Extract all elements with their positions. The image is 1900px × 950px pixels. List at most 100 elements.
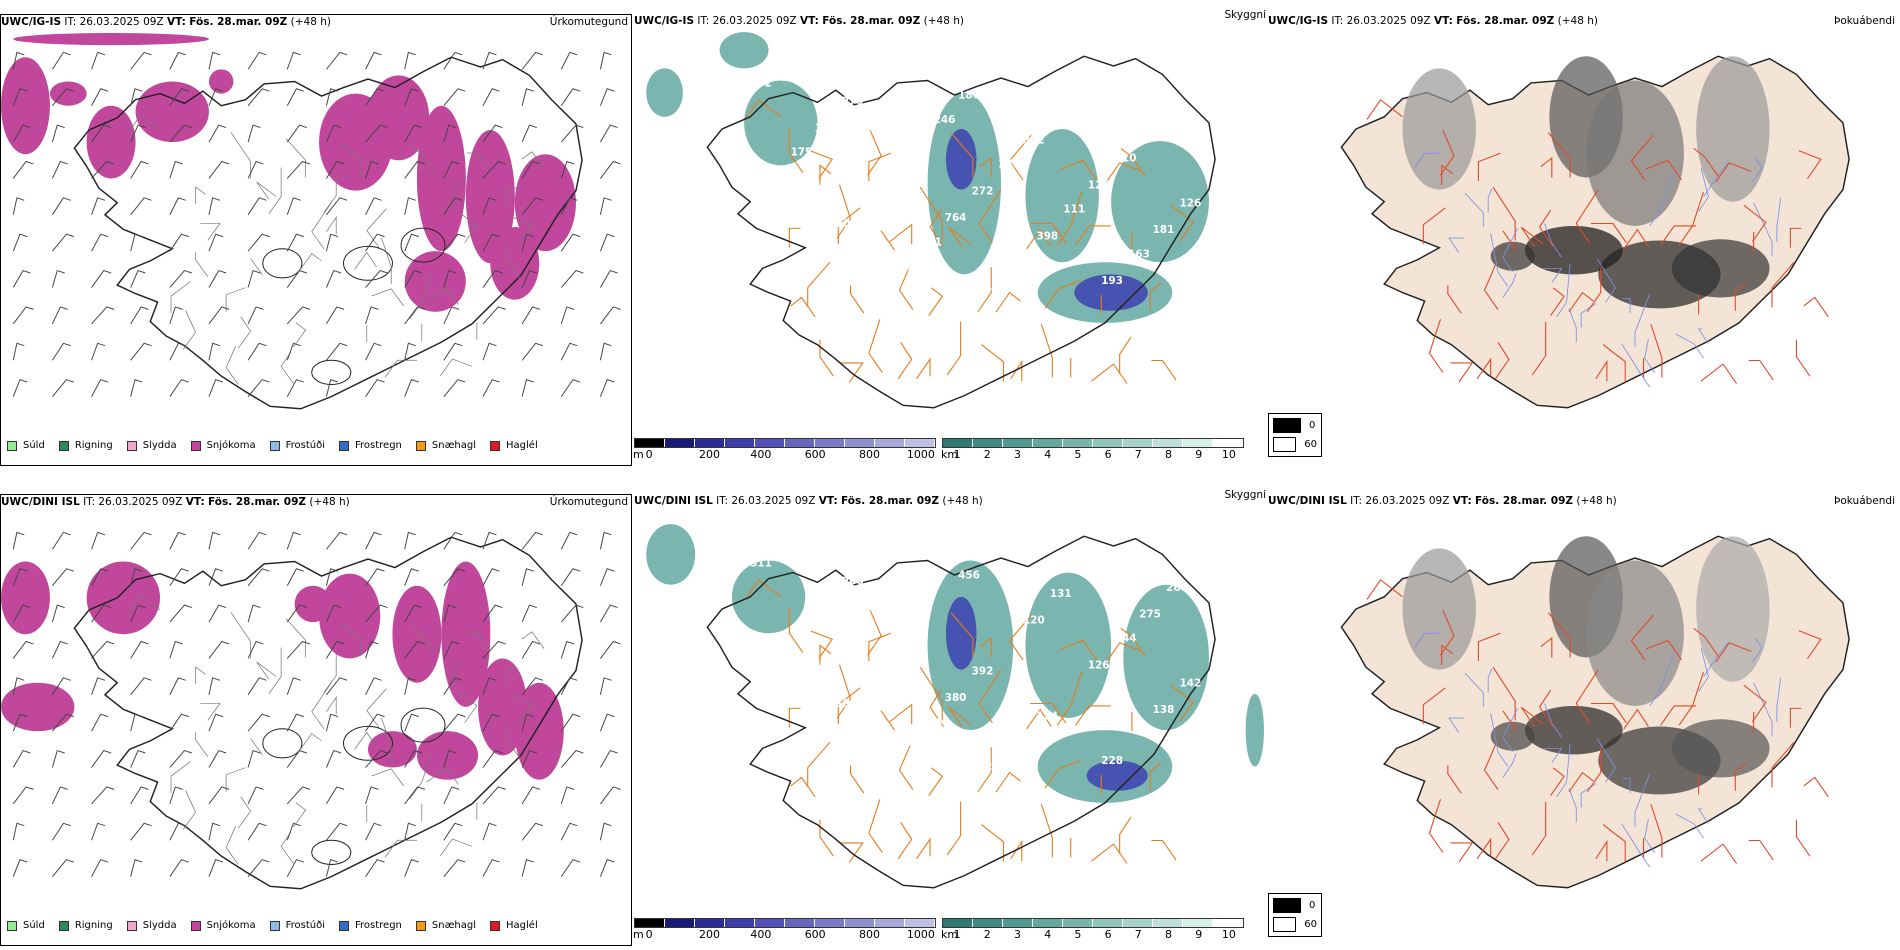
road-network: [744, 579, 1194, 864]
cloud-base-label: 754: [920, 716, 942, 728]
cloud-base-label: 249: [855, 672, 877, 684]
colorbar-tick: 3: [1014, 928, 1021, 941]
colorbar-tick: 4: [1044, 448, 1052, 461]
glacier-outline: [343, 725, 393, 761]
fog-area: [1524, 705, 1623, 755]
cloudbase-colorbar: 0 200 400 600 800 1000 m: [633, 918, 936, 942]
cloud-base-label: 764: [945, 212, 967, 224]
low-visibility-area: [1025, 128, 1099, 263]
fog-panel: UWC/IG-IS IT: 26.03.2025 09Z VT: Fös. 28…: [1268, 14, 1900, 466]
cloud-base-label: 126: [1180, 198, 1202, 210]
cloud-base-label: 197: [907, 621, 929, 633]
fog-legend-swatch: [1273, 437, 1297, 452]
low-visibility-area: [646, 68, 683, 117]
colorbar-tick: 0: [645, 448, 653, 461]
fog-area: [1402, 68, 1476, 190]
cloud-base-label: 217: [880, 167, 902, 179]
field-label: Úrkomutegund: [549, 16, 628, 28]
colorbar-tick: 9: [1195, 448, 1203, 461]
cloud-base-label: 137: [1050, 108, 1072, 120]
cloud-base-label: 131: [1050, 588, 1072, 600]
field-label: Skyggni: [1224, 9, 1267, 21]
colorbar-scale: [634, 438, 936, 448]
glacier-outline: [311, 359, 352, 385]
colorbar-tick: 6: [1104, 448, 1112, 461]
cloud-base-label: 227: [855, 192, 877, 204]
cloud-base-label: 213: [815, 602, 837, 614]
colorbar-tick: 5: [1074, 448, 1082, 461]
cloud-base-label: 109: [804, 242, 826, 254]
cloud-base-label: 141: [764, 653, 786, 665]
cloud-base-label: 233: [1074, 84, 1096, 96]
snow-area: [86, 561, 161, 635]
fog-legend-item: 0: [1273, 418, 1317, 433]
cloud-base-label: 130: [753, 293, 775, 305]
coastline: [73, 536, 583, 890]
cloud-base-label: 180: [893, 263, 915, 275]
precip-map[interactable]: [1, 33, 631, 433]
colorbar-tick: 10: [1221, 928, 1236, 941]
colorbar-tick: 400: [750, 928, 772, 941]
cloud-base-label: 244: [1115, 633, 1137, 645]
cloud-base-label: 175: [791, 147, 813, 159]
legend-item: Súld: [7, 920, 45, 931]
cloud-base-label: 163: [817, 120, 839, 132]
legend-label: Snjókoma: [206, 440, 256, 451]
legend-item: Súld: [7, 440, 45, 451]
glacier-outline: [311, 839, 352, 865]
cloud-base-label: 358: [815, 122, 837, 134]
precip-map[interactable]: [1, 513, 631, 913]
legend-label: Rigning: [74, 440, 113, 451]
visibility-map[interactable]: 252 358 217 764 221 233 599 370 320 180 186 372 125 1…: [634, 32, 1264, 432]
legend-item: Snjókoma: [190, 440, 256, 451]
visibility-panel: UWC/IG-IS IT: 26.03.2025 09Z VT: Fös. 28…: [633, 9, 1266, 466]
colorbar-tick: 1000: [906, 448, 935, 461]
low-visibility-area: [1025, 572, 1112, 719]
cloud-base-label: 130: [985, 281, 1007, 293]
snow-area: [404, 251, 466, 312]
cloud-base-label: 124: [1036, 710, 1058, 722]
colorbar-tick: 1000: [906, 928, 935, 941]
low-visibility-area: [731, 560, 806, 634]
fog-legend: 0 60: [1268, 413, 1322, 457]
fog-legend-label: 60: [1304, 439, 1317, 450]
low-cloud-area: [1086, 760, 1148, 791]
legend-item: Snæhagl: [415, 920, 476, 931]
precip-legend: Súld Rigning Slydda Snjókoma Frostúði Frostre…: [7, 920, 552, 931]
cloud-base-label: 67: [1074, 564, 1088, 576]
road-network: [744, 99, 1194, 384]
panel-title: UWC/DINI ISL IT: 26.03.2025 09Z VT: Fös.…: [1, 496, 350, 508]
colorbar-unit: m: [633, 448, 644, 461]
fog-map[interactable]: [1268, 512, 1898, 912]
coastline: [706, 55, 1216, 409]
cloud-base-label: 252: [750, 78, 772, 90]
colorbar-unit: km: [941, 448, 959, 461]
fog-legend-label: 0: [1309, 420, 1316, 431]
legend-swatch: [58, 440, 69, 451]
cloud-base-label: 126: [1088, 659, 1110, 671]
visibility-map[interactable]: 311 213 304 380 271 67 275 141 213 597 456 120 126 13…: [634, 512, 1264, 912]
cloud-base-label: 413: [1166, 102, 1188, 114]
cloud-base-label: 186: [958, 90, 980, 102]
legend-item: Slydda: [126, 440, 177, 451]
colorbar-tick: 7: [1134, 928, 1142, 941]
cloud-base-label: 125: [1088, 179, 1110, 191]
cloud-base-label: 380: [945, 692, 967, 704]
colorbar-tick: 0: [645, 928, 653, 941]
colorbar-tick: 400: [750, 448, 772, 461]
low-cloud-area: [945, 596, 977, 670]
fog-map[interactable]: [1268, 32, 1898, 432]
legend-label: Rigning: [74, 920, 113, 931]
fog-legend-item: 0: [1273, 898, 1317, 913]
low-cloud-area: [1074, 274, 1148, 311]
snow-area: [208, 69, 234, 94]
colorbar-tick: 8: [1165, 448, 1172, 461]
colorbar-tick: 200: [699, 448, 720, 461]
legend-swatch: [269, 440, 280, 451]
road-network: [1366, 579, 1829, 864]
low-visibility-area: [1123, 584, 1209, 731]
snow-area: [319, 573, 381, 659]
cloud-base-label: 112: [804, 722, 826, 734]
cloud-base-label: 275: [1139, 608, 1161, 620]
fog-area: [1490, 241, 1535, 271]
